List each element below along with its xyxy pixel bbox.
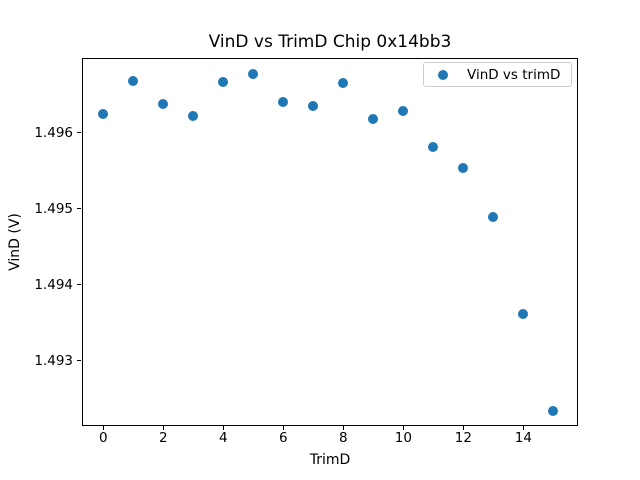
y-tick-label: 1.495 bbox=[34, 200, 73, 217]
data-point bbox=[368, 113, 379, 124]
x-tick-mark bbox=[103, 426, 105, 430]
legend-label: VinD vs trimD bbox=[467, 66, 561, 83]
data-point bbox=[308, 100, 319, 111]
x-tick-label: 8 bbox=[339, 430, 348, 446]
data-point bbox=[458, 163, 469, 174]
legend-marker-icon bbox=[438, 69, 448, 80]
y-tick-mark bbox=[77, 208, 81, 210]
x-tick-mark bbox=[463, 426, 465, 430]
y-tick-label: 1.494 bbox=[34, 276, 73, 293]
y-tick-label: 1.496 bbox=[34, 124, 73, 141]
legend: VinD vs trimD bbox=[423, 62, 572, 87]
x-tick-mark bbox=[343, 426, 345, 430]
data-point bbox=[218, 76, 229, 87]
data-point bbox=[158, 98, 169, 109]
y-tick-label: 1.493 bbox=[34, 352, 73, 369]
x-tick-mark bbox=[223, 426, 225, 430]
y-axis-label: VinD (V) bbox=[7, 213, 23, 271]
y-tick-mark bbox=[77, 284, 81, 286]
x-tick-label: 14 bbox=[514, 430, 532, 446]
x-tick-label: 2 bbox=[159, 430, 168, 446]
x-tick-mark bbox=[403, 426, 405, 430]
data-point bbox=[278, 97, 289, 108]
chart-title: VinD vs TrimD Chip 0x14bb3 bbox=[208, 32, 452, 52]
y-tick-mark bbox=[77, 360, 81, 362]
x-tick-label: 0 bbox=[99, 430, 108, 446]
y-tick-mark bbox=[77, 132, 81, 133]
data-point bbox=[128, 75, 139, 86]
data-point bbox=[98, 108, 109, 119]
x-tick-label: 6 bbox=[279, 430, 288, 446]
x-tick-label: 12 bbox=[454, 430, 472, 446]
data-point bbox=[428, 141, 439, 152]
data-point bbox=[398, 106, 409, 117]
data-point bbox=[518, 309, 529, 320]
x-tick-mark bbox=[163, 426, 165, 430]
x-tick-label: 4 bbox=[219, 430, 228, 446]
x-tick-mark bbox=[523, 426, 525, 430]
x-axis-label: TrimD bbox=[309, 452, 351, 468]
data-point bbox=[188, 110, 199, 121]
data-point bbox=[248, 68, 259, 79]
x-tick-label: 10 bbox=[394, 430, 412, 446]
data-point bbox=[338, 78, 349, 89]
plot-area bbox=[82, 58, 578, 426]
data-point bbox=[488, 211, 499, 222]
x-tick-mark bbox=[283, 426, 285, 430]
data-point bbox=[548, 405, 559, 416]
